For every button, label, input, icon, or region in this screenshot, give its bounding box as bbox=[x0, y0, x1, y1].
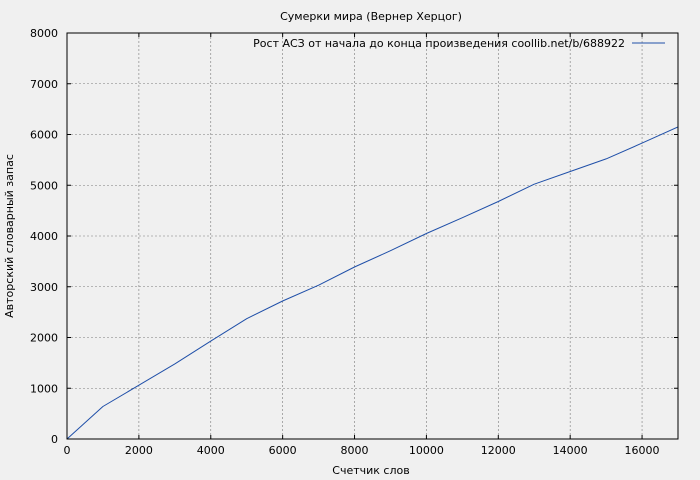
y-tick-label: 1000 bbox=[30, 382, 58, 395]
x-tick-label: 10000 bbox=[409, 444, 444, 457]
y-tick-label: 6000 bbox=[30, 129, 58, 142]
y-tick-label: 4000 bbox=[30, 230, 58, 243]
x-tick-label: 16000 bbox=[625, 444, 660, 457]
legend: Рост АСЗ от начала до конца произведения… bbox=[253, 37, 665, 50]
y-tick-label: 2000 bbox=[30, 332, 58, 345]
x-tick-label: 2000 bbox=[125, 444, 153, 457]
x-tick-label: 14000 bbox=[553, 444, 588, 457]
chart-title: Сумерки мира (Вернер Херцог) bbox=[280, 10, 462, 23]
y-tick-label: 7000 bbox=[30, 78, 58, 91]
y-axis-title: Авторский словарный запас bbox=[3, 154, 16, 318]
series-layer bbox=[66, 126, 679, 440]
x-tick-label: 6000 bbox=[269, 444, 297, 457]
ticks: 0 2000 4000 6000 8000 10000 12000 14000 16000 0 10… bbox=[30, 27, 678, 457]
legend-label: Рост АСЗ от начала до конца произведения… bbox=[253, 37, 625, 50]
x-tick-label: 0 bbox=[64, 444, 71, 457]
x-tick-label: 8000 bbox=[341, 444, 369, 457]
y-tick-label: 8000 bbox=[30, 27, 58, 40]
y-tick-label: 3000 bbox=[30, 281, 58, 294]
grid bbox=[67, 33, 678, 439]
x-tick-label: 4000 bbox=[197, 444, 225, 457]
x-axis-title: Счетчик слов bbox=[332, 464, 409, 477]
y-tick-label: 5000 bbox=[30, 179, 58, 192]
y-tick-label: 0 bbox=[51, 433, 58, 446]
x-tick-label: 12000 bbox=[481, 444, 516, 457]
series-line bbox=[66, 126, 679, 440]
